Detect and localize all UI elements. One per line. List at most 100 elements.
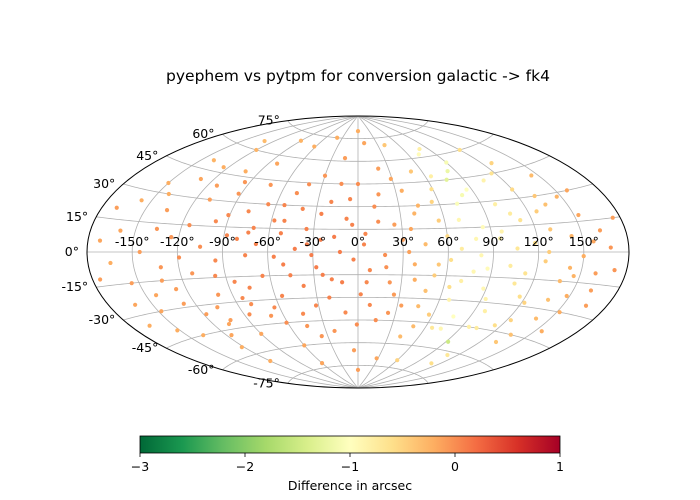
data-point: [489, 171, 494, 176]
data-point: [408, 226, 414, 232]
longitude-tick-label: 90°: [482, 234, 504, 249]
data-point: [298, 138, 304, 143]
data-point: [242, 180, 248, 185]
data-point: [247, 312, 252, 317]
data-point: [399, 303, 404, 308]
data-point: [571, 273, 576, 279]
data-point: [415, 203, 421, 208]
longitude-tick-label: 30°: [392, 234, 414, 249]
data-point: [408, 169, 414, 174]
data-point: [545, 297, 551, 302]
data-point: [543, 259, 548, 264]
data-point: [547, 249, 552, 255]
parallel-line: [166, 319, 550, 349]
data-point: [436, 218, 441, 223]
data-point: [166, 191, 171, 197]
data-point: [508, 318, 513, 323]
data-point: [348, 196, 353, 202]
data-point: [304, 226, 309, 232]
points: [97, 129, 617, 372]
data-point: [480, 225, 485, 230]
colorbar-bar: [139, 435, 561, 454]
data-point: [612, 268, 617, 273]
data-point: [221, 165, 226, 170]
data-point: [358, 292, 363, 297]
data-point: [312, 144, 317, 149]
data-point: [444, 160, 449, 165]
data-point: [197, 244, 203, 249]
colorbar-tick-label: −3: [131, 459, 149, 474]
data-point: [215, 305, 220, 310]
colorbar-label: Difference in arcsec: [288, 478, 412, 493]
data-point: [214, 183, 219, 188]
data-point: [239, 345, 244, 350]
longitude-tick-label: -30°: [299, 234, 326, 249]
data-point: [269, 313, 274, 318]
data-point: [159, 278, 165, 283]
data-point: [428, 174, 434, 179]
longitude-tick-label: -90°: [209, 234, 236, 249]
parallel-line: [123, 183, 593, 208]
parallel-line: [96, 274, 620, 288]
data-point: [272, 305, 277, 310]
data-point: [581, 254, 586, 259]
data-point: [412, 211, 417, 216]
data-point: [522, 300, 527, 305]
data-point: [445, 234, 450, 239]
data-point: [355, 129, 361, 134]
data-point: [423, 242, 428, 247]
data-point: [259, 331, 264, 336]
data-point: [489, 161, 494, 166]
data-point: [319, 211, 324, 217]
parallel-line: [123, 296, 593, 321]
data-point: [429, 199, 434, 205]
data-point: [449, 257, 454, 263]
data-point: [517, 294, 522, 299]
data-point: [322, 173, 328, 178]
longitude-tick-label: -60°: [254, 234, 281, 249]
data-point: [512, 281, 517, 286]
data-point: [309, 252, 314, 258]
data-point: [364, 280, 369, 285]
data-point: [339, 181, 344, 186]
data-point: [260, 273, 265, 278]
data-point: [279, 293, 285, 298]
data-point: [154, 226, 160, 231]
colorbar-ticks: −3 −2 −1 0 1: [131, 453, 564, 474]
data-point: [355, 181, 361, 187]
data-point: [246, 230, 251, 235]
data-point: [266, 202, 271, 207]
data-point: [482, 308, 488, 314]
data-point: [557, 310, 562, 315]
data-point: [306, 182, 312, 187]
data-point: [455, 201, 460, 206]
data-point: [400, 237, 405, 242]
chart-title: pyephem vs pytpm for conversion galactic…: [166, 67, 550, 85]
parallel-line: [287, 120, 429, 140]
data-point: [190, 271, 195, 276]
data-point: [374, 356, 379, 361]
data-point: [391, 292, 397, 297]
data-point: [159, 309, 164, 314]
data-point: [262, 138, 267, 144]
data-point: [97, 238, 103, 243]
data-point: [610, 215, 615, 220]
data-point: [271, 254, 276, 259]
data-point: [169, 235, 174, 240]
longitude-tick-label: -150°: [115, 234, 150, 249]
data-point: [388, 176, 393, 181]
parallel-line: [287, 364, 429, 384]
data-point: [608, 245, 613, 250]
data-point: [300, 311, 306, 316]
data-point: [158, 265, 163, 270]
data-point: [451, 314, 456, 319]
data-point: [229, 333, 234, 338]
data-point: [243, 253, 248, 258]
data-point: [523, 271, 528, 276]
data-point: [497, 236, 503, 241]
data-point: [457, 147, 462, 153]
data-point: [426, 312, 432, 317]
data-point: [282, 202, 287, 208]
data-point: [387, 280, 392, 285]
data-point: [539, 329, 544, 334]
